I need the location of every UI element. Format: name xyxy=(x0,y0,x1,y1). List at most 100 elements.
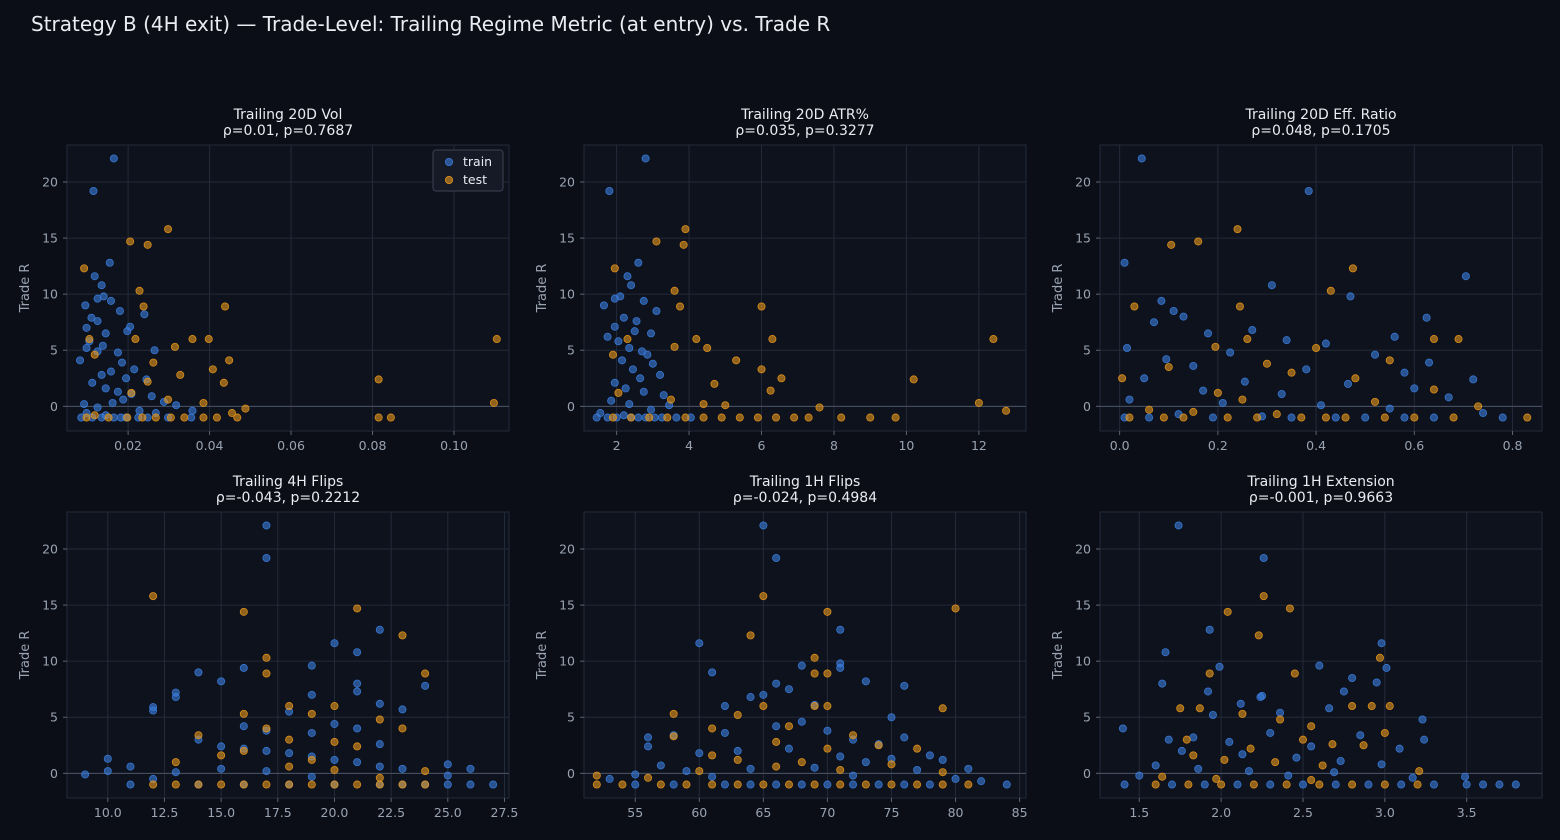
data-point xyxy=(285,702,294,711)
data-point xyxy=(1240,377,1249,386)
data-point xyxy=(1454,335,1463,344)
data-point xyxy=(421,780,430,789)
data-point xyxy=(797,661,806,670)
data-point xyxy=(101,384,110,393)
data-point xyxy=(1271,758,1280,767)
data-point xyxy=(681,413,690,422)
data-point xyxy=(768,335,777,344)
y-tick-label: 0 xyxy=(50,399,58,414)
y-tick-label: 20 xyxy=(1075,542,1091,557)
data-point xyxy=(605,774,614,783)
subplot-stats: ρ=-0.024, p=0.4984 xyxy=(733,490,877,506)
data-point xyxy=(1287,413,1296,422)
y-tick-label: 0 xyxy=(567,766,575,781)
data-point xyxy=(1226,348,1235,357)
data-point xyxy=(285,780,294,789)
data-point xyxy=(938,704,947,713)
data-point xyxy=(692,335,701,344)
data-point xyxy=(592,413,601,422)
data-point xyxy=(1220,755,1229,764)
data-point xyxy=(836,780,845,789)
data-point xyxy=(82,344,91,353)
data-point xyxy=(398,780,407,789)
data-point xyxy=(772,722,781,731)
series-test xyxy=(608,225,1011,422)
data-point xyxy=(810,669,819,678)
data-point xyxy=(466,764,475,773)
data-point xyxy=(1164,363,1173,372)
x-tick-label: 55 xyxy=(627,805,643,820)
data-point xyxy=(1415,767,1424,776)
y-tick-label: 5 xyxy=(1083,343,1091,358)
data-point xyxy=(1118,724,1127,733)
subplot-2: Trailing 20D ATR%ρ=0.035, p=0.3277 2 4 6 8 10… xyxy=(535,107,1027,453)
data-point xyxy=(810,653,819,662)
data-point xyxy=(652,306,661,315)
data-point xyxy=(131,335,140,344)
x-tick-label: 0.6 xyxy=(1404,438,1424,453)
data-point xyxy=(76,356,85,365)
data-point xyxy=(90,411,99,420)
data-point xyxy=(1449,413,1458,422)
data-point xyxy=(666,395,675,404)
data-point xyxy=(610,322,619,331)
data-point xyxy=(647,405,656,414)
x-tick-label: 70 xyxy=(819,805,835,820)
x-tick-label: 0.0 xyxy=(1110,438,1130,453)
data-point xyxy=(784,744,793,753)
data-point xyxy=(113,348,122,357)
data-point xyxy=(1339,687,1348,696)
legend: train test xyxy=(432,149,504,192)
data-point xyxy=(1348,673,1357,682)
data-point xyxy=(1254,631,1263,640)
data-point xyxy=(1317,401,1326,410)
subplot-title: Trailing 20D Vol xyxy=(233,107,343,123)
data-point xyxy=(176,370,185,379)
data-point xyxy=(489,398,498,407)
data-point xyxy=(1213,388,1222,397)
y-tick-label: 15 xyxy=(42,231,58,246)
data-point xyxy=(605,186,614,195)
data-point xyxy=(836,625,845,634)
data-point xyxy=(784,722,793,731)
data-point xyxy=(374,375,383,384)
data-point xyxy=(307,690,316,699)
data-point xyxy=(1375,653,1384,662)
y-tick-label: 0 xyxy=(1083,766,1091,781)
data-point xyxy=(353,758,362,767)
data-point xyxy=(1233,225,1242,234)
data-point xyxy=(1410,384,1419,393)
data-point xyxy=(720,728,729,737)
y-tick-label: 10 xyxy=(559,654,575,669)
x-tick-label: 0.4 xyxy=(1306,438,1326,453)
data-point xyxy=(625,400,634,409)
data-point xyxy=(1184,780,1193,789)
data-point xyxy=(644,733,653,742)
data-point xyxy=(1123,344,1132,353)
x-tick-label: 4 xyxy=(685,438,693,453)
data-point xyxy=(608,413,617,422)
data-point xyxy=(330,765,339,774)
data-point xyxy=(217,677,226,686)
data-point xyxy=(1235,302,1244,311)
data-point xyxy=(1194,764,1203,773)
data-point xyxy=(1413,780,1422,789)
data-point xyxy=(849,731,858,740)
data-point xyxy=(823,669,832,678)
x-tick-label: 12.5 xyxy=(151,805,179,820)
data-point xyxy=(151,413,160,422)
data-point xyxy=(643,350,652,359)
data-point xyxy=(1189,733,1198,742)
data-point xyxy=(1408,773,1417,782)
data-point xyxy=(1158,679,1167,688)
data-point xyxy=(891,413,900,422)
data-point xyxy=(874,741,883,750)
data-point xyxy=(353,687,362,696)
data-point xyxy=(466,780,475,789)
data-point xyxy=(977,777,986,786)
x-tick-label: 15.0 xyxy=(207,805,235,820)
data-point xyxy=(138,413,147,422)
data-point xyxy=(1321,413,1330,422)
x-tick-label: 8 xyxy=(830,438,838,453)
